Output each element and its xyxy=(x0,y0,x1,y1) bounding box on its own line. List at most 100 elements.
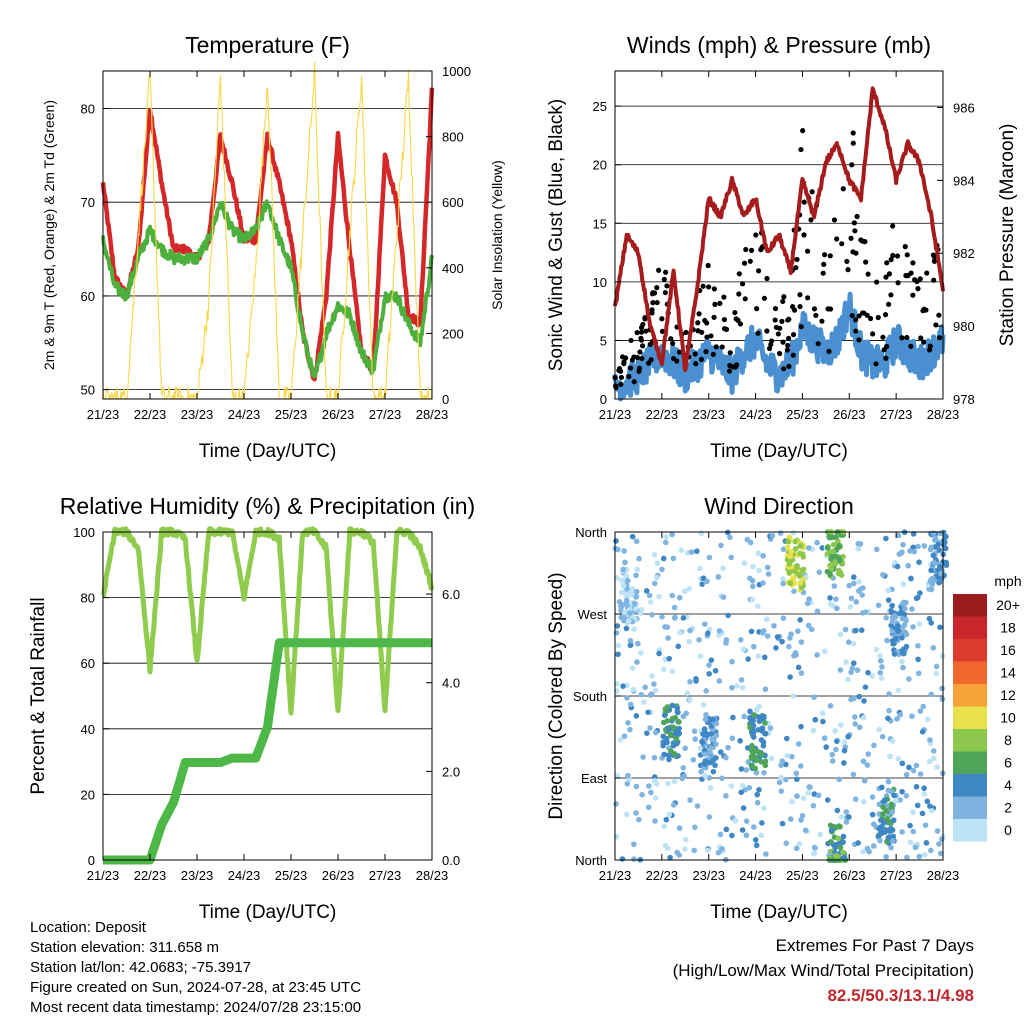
gust-point xyxy=(888,257,894,263)
direction-point xyxy=(633,538,640,545)
direction-point xyxy=(723,793,729,799)
direction-point xyxy=(664,704,671,710)
gust-point xyxy=(704,334,710,340)
direction-point xyxy=(661,666,667,673)
gust-point xyxy=(886,271,892,277)
direction-point xyxy=(686,586,692,592)
gust-point xyxy=(704,320,710,326)
direction-point xyxy=(759,630,766,636)
direction-point xyxy=(917,590,923,596)
direction-point xyxy=(889,738,896,744)
direction-point xyxy=(713,732,720,739)
direction-point xyxy=(816,569,823,576)
direction-point xyxy=(663,816,670,823)
y-tick-label: North xyxy=(575,525,607,540)
direction-point xyxy=(820,718,826,725)
direction-point xyxy=(837,844,844,851)
series-line xyxy=(100,87,435,382)
gust-point xyxy=(692,351,698,357)
direction-point xyxy=(883,535,889,542)
legend-label: 12 xyxy=(1000,687,1016,703)
direction-point xyxy=(930,552,937,559)
gust-point xyxy=(910,260,916,266)
direction-point xyxy=(625,720,631,726)
gust-point xyxy=(671,355,677,362)
direction-point xyxy=(734,683,740,689)
y-right-tick-label: 400 xyxy=(442,261,464,276)
gust-point xyxy=(853,317,859,323)
direction-point xyxy=(795,571,802,578)
direction-point xyxy=(765,571,772,577)
direction-point xyxy=(617,737,624,743)
gust-point xyxy=(711,314,717,320)
direction-point xyxy=(631,856,637,862)
direction-point xyxy=(899,601,906,607)
legend-label: 18 xyxy=(1000,620,1016,636)
direction-point xyxy=(780,546,787,553)
direction-point xyxy=(814,608,821,615)
gust-point xyxy=(637,349,643,355)
gust-point xyxy=(883,355,889,361)
direction-point xyxy=(764,564,771,571)
direction-point xyxy=(619,601,625,608)
gust-point xyxy=(880,334,886,340)
direction-point xyxy=(837,667,844,673)
direction-point xyxy=(852,721,858,727)
direction-point xyxy=(841,739,848,745)
direction-point xyxy=(824,568,831,575)
series-station-pressure xyxy=(613,86,945,373)
y-axis-label: Direction (Colored By Speed) xyxy=(546,572,567,819)
direction-point xyxy=(878,830,885,837)
gust-point xyxy=(874,279,880,285)
station-info: Location: Deposit Station elevation: 311… xyxy=(30,918,361,1018)
direction-point xyxy=(749,577,756,584)
y-tick-label: 10 xyxy=(593,275,607,290)
y-right-tick-label: 4.0 xyxy=(442,676,460,691)
direction-point xyxy=(747,539,754,546)
plot-frame xyxy=(614,70,944,400)
direction-point xyxy=(824,551,831,557)
direction-point xyxy=(865,751,872,757)
direction-point xyxy=(613,630,620,636)
direction-point xyxy=(811,791,818,797)
gust-point xyxy=(809,189,815,195)
direction-point xyxy=(654,574,660,581)
direction-point xyxy=(780,576,786,582)
direction-point xyxy=(846,582,853,589)
direction-point xyxy=(642,684,648,691)
x-tick-label: 26/23 xyxy=(833,407,866,422)
direction-point xyxy=(651,754,658,761)
direction-point xyxy=(762,686,769,693)
direction-point xyxy=(639,791,645,798)
direction-point xyxy=(899,829,905,835)
x-tick-label: 28/23 xyxy=(416,407,449,422)
gust-point xyxy=(639,343,646,349)
direction-point xyxy=(739,827,746,833)
legend-swatch xyxy=(953,639,987,662)
direction-point xyxy=(850,660,857,666)
direction-point xyxy=(737,738,743,744)
gust-point xyxy=(910,292,916,298)
direction-point xyxy=(843,809,850,815)
y-axis-label: Percent & Total Rainfall xyxy=(28,597,49,794)
direction-point xyxy=(710,768,717,775)
direction-point xyxy=(694,803,701,809)
direction-point xyxy=(741,713,747,720)
direction-point xyxy=(669,668,676,675)
gust-point xyxy=(717,300,723,306)
direction-point xyxy=(900,541,906,548)
direction-point xyxy=(637,610,644,616)
gust-point xyxy=(895,280,901,286)
direction-point xyxy=(824,544,831,551)
direction-point xyxy=(832,852,839,859)
direction-point xyxy=(847,604,854,610)
direction-point xyxy=(667,854,673,861)
direction-point xyxy=(840,849,846,856)
direction-point xyxy=(799,568,806,574)
direction-point xyxy=(860,585,866,591)
direction-point xyxy=(915,543,921,550)
gust-point xyxy=(819,318,825,324)
direction-point xyxy=(649,673,655,679)
direction-point xyxy=(675,643,682,650)
gust-point xyxy=(703,349,709,355)
